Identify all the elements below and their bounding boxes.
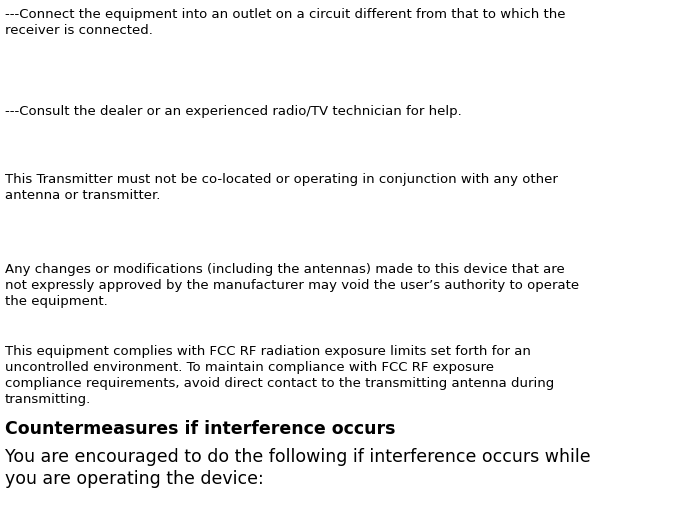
Text: You are encouraged to do the following if interference occurs while
you are oper: You are encouraged to do the following i… xyxy=(5,448,591,488)
Text: This equipment complies with FCC RF radiation exposure limits set forth for an
u: This equipment complies with FCC RF radi… xyxy=(5,345,554,406)
Text: ---Connect the equipment into an outlet on a circuit different from that to whic: ---Connect the equipment into an outlet … xyxy=(5,8,565,37)
Text: ---Consult the dealer or an experienced radio/TV technician for help.: ---Consult the dealer or an experienced … xyxy=(5,105,462,118)
Text: Countermeasures if interference occurs: Countermeasures if interference occurs xyxy=(5,420,396,438)
Text: This Transmitter must not be co-located or operating in conjunction with any oth: This Transmitter must not be co-located … xyxy=(5,173,558,202)
Text: Any changes or modifications (including the antennas) made to this device that a: Any changes or modifications (including … xyxy=(5,263,579,308)
